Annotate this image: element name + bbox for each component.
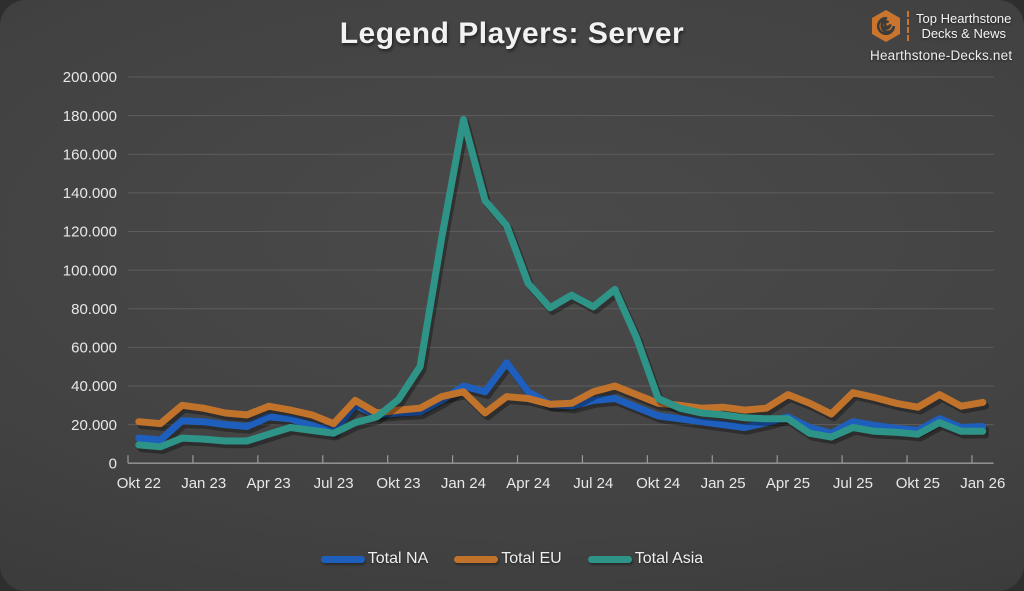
x-axis-tick-label: Jan 25 <box>701 475 746 492</box>
logo-separator <box>907 11 909 41</box>
x-axis-tick-label: Apr 24 <box>506 475 550 492</box>
legend-swatch <box>320 555 365 563</box>
x-axis-tick-label: Apr 25 <box>766 475 810 492</box>
legend-label: Total NA <box>367 550 429 567</box>
logo-row: Top Hearthstone Decks & News <box>870 9 1012 43</box>
y-axis-tick-label: 140.000 <box>63 185 117 202</box>
legend-item-total-eu: Total EU <box>454 550 562 568</box>
legend-swatch <box>587 555 632 563</box>
y-axis-tick-label: 200.000 <box>63 69 117 86</box>
x-axis-tick-label: Jan 24 <box>441 475 486 492</box>
x-axis-tick-label: Jan 23 <box>181 475 226 492</box>
hearthstone-swirl-icon <box>872 10 900 42</box>
chart-title: Legend Players: Server <box>339 17 685 50</box>
x-axis-tick-label: Apr 23 <box>247 475 291 492</box>
x-axis-tick-label: Jul 23 <box>314 475 354 492</box>
x-axis-tick-label: Okt 22 <box>117 475 161 492</box>
x-axis-tick-label: Jul 25 <box>833 475 873 492</box>
x-axis-tick-label: Jan 26 <box>960 475 1005 492</box>
series-line-total-asia <box>135 116 987 451</box>
x-axis-tick-label: Okt 23 <box>376 475 420 492</box>
y-axis-tick-label: 100.000 <box>63 262 117 279</box>
y-axis-tick-label: 40.000 <box>71 378 117 395</box>
legend-item-total-asia: Total Asia <box>587 550 704 568</box>
y-axis-tick-label: 120.000 <box>63 224 117 241</box>
site-name: Hearthstone-Decks.net <box>870 48 1013 63</box>
y-axis-tick-label: 0 <box>109 455 117 472</box>
legend-item-total-na: Total NA <box>320 550 429 568</box>
legend-label: Total Asia <box>634 550 704 567</box>
x-axis-tick-label: Okt 24 <box>636 475 680 492</box>
y-axis-tick-label: 20.000 <box>71 417 117 434</box>
series-line-total-eu <box>135 382 987 428</box>
logo-text-line2: Decks & News <box>921 26 1006 41</box>
legend-label: Total EU <box>501 550 562 567</box>
chart-legend: Total NA Total EU Total Asia <box>0 550 1024 568</box>
site-logo: Top Hearthstone Decks & News Hearthstone… <box>870 9 1012 63</box>
logo-text-line1: Top Hearthstone <box>916 11 1012 26</box>
series-line-shadow <box>137 119 990 455</box>
x-axis-tick-label: Jul 24 <box>573 475 613 492</box>
y-axis-tick-label: 60.000 <box>71 340 117 357</box>
legend-swatch <box>454 555 499 563</box>
x-axis-tick-label: Okt 25 <box>896 475 940 492</box>
logo-text: Top Hearthstone Decks & News <box>916 11 1011 41</box>
y-axis-tick-label: 160.000 <box>63 146 117 163</box>
y-axis-tick-label: 80.000 <box>71 301 117 318</box>
y-axis-tick-label: 180.000 <box>63 108 117 125</box>
